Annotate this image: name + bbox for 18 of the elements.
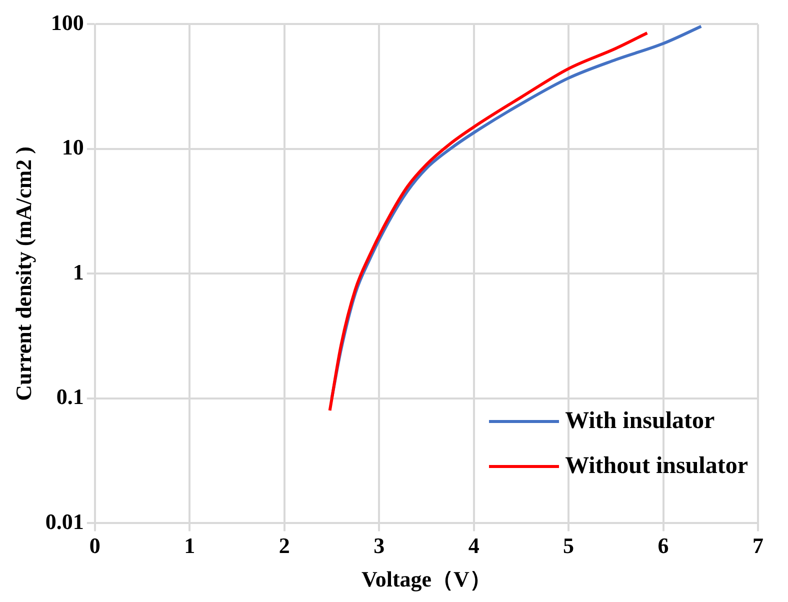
- x-tick-label: 5: [563, 533, 574, 558]
- y-tick-label: 10: [62, 134, 84, 160]
- x-axis-title: Voltage（V）: [361, 566, 492, 592]
- y-axis-title: Current density (mA/cm2 ): [10, 146, 36, 401]
- x-tick-label: 1: [184, 533, 196, 558]
- x-tick-label: 6: [658, 533, 669, 558]
- x-tick-label: 0: [89, 533, 100, 558]
- line-series: [328, 32, 649, 412]
- x-tick-label: 7: [752, 533, 764, 558]
- legend-label: With insulator: [565, 408, 715, 435]
- x-tick-label: 2: [278, 533, 290, 558]
- x-tick-label: 3: [374, 533, 385, 558]
- x-tick-label: 4: [468, 533, 480, 558]
- y-tick-label: 0.1: [56, 384, 84, 410]
- legend-label: Without insulator: [565, 453, 748, 480]
- y-tick-label: 100: [50, 10, 84, 35]
- y-tick-label: 0.01: [45, 508, 84, 534]
- y-tick-label: 1: [72, 259, 84, 284]
